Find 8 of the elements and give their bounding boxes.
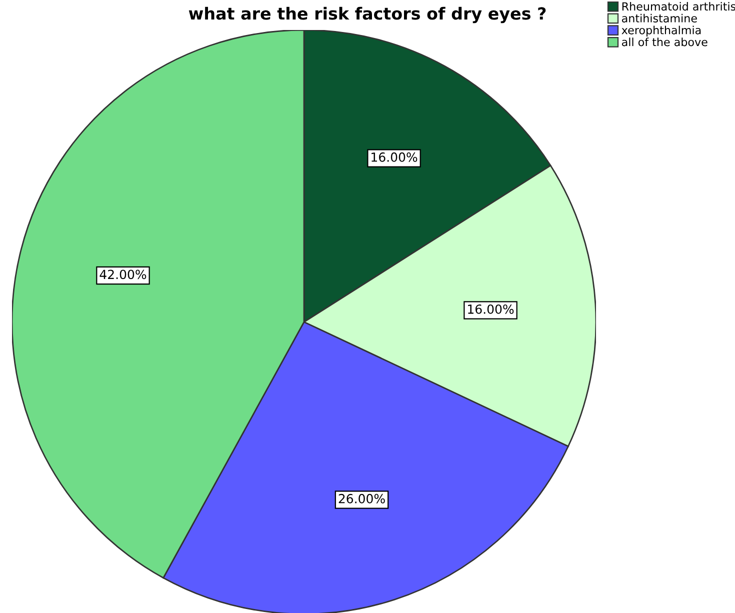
data-label: 26.00%: [338, 494, 385, 504]
data-label: 16.00%: [372, 152, 418, 162]
legend-label: all of the above: [622, 38, 708, 46]
legend-label: xerophthalmia: [622, 26, 701, 36]
legend-label: antihistamine: [622, 14, 697, 22]
data-label: 16.00%: [468, 304, 514, 314]
chart-title: what are the risk factors of dry eyes ?: [188, 6, 546, 24]
data-label: 42.00%: [100, 270, 146, 280]
